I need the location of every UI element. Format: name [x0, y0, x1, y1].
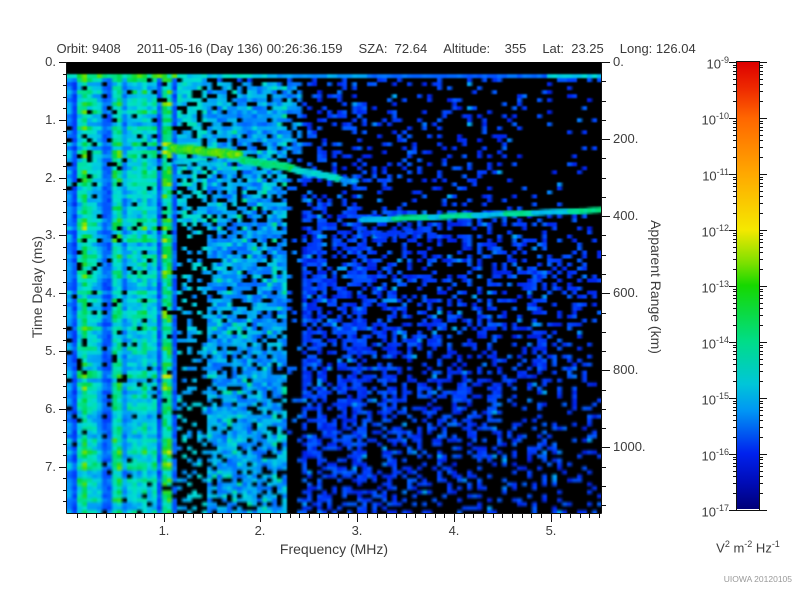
header-orbit: Orbit: 9408: [56, 41, 121, 56]
colorbar-label: 10-17: [701, 503, 729, 520]
y-tick-label: 2.: [45, 170, 56, 185]
header-lat: Lat: 23.25: [542, 41, 604, 56]
colorbar-label: 10-16: [701, 447, 729, 464]
colorbar-gradient: [737, 62, 759, 509]
header-info: Orbit: 9408 2011-05-16 (Day 136) 00:26:36…: [42, 26, 712, 71]
colorbar-label: 10-13: [701, 279, 729, 296]
x-tick-label: 2.: [254, 523, 266, 538]
colorbar-label: 10-9: [706, 55, 729, 72]
right-tick-label: 600.: [613, 285, 639, 300]
right-tick-label: 400.: [613, 208, 639, 223]
y-tick-label: 4.: [45, 285, 56, 300]
header-altitude: Altitude: 355: [443, 41, 527, 56]
right-tick-label: 200.: [613, 131, 639, 146]
header-datetime: 2011-05-16 (Day 136) 00:26:36.159: [136, 41, 343, 56]
x-axis-title: Frequency (MHz): [279, 541, 389, 557]
colorbar-label: 10-15: [701, 391, 729, 408]
x-tick-label: 5.: [545, 523, 557, 538]
colorbar-label: 10-12: [701, 223, 729, 240]
right-axis-title: Apparent Range (km): [648, 220, 664, 354]
y-tick-label: 7.: [45, 459, 56, 474]
colorbar-label: 10-14: [701, 335, 729, 352]
colorbar-unit: V2 m-2 Hz-1: [716, 539, 780, 556]
y-tick-label: 6.: [45, 401, 56, 416]
x-tick-label: 4.: [448, 523, 460, 538]
y-tick-label: 1.: [45, 112, 56, 127]
spectrogram-canvas: [67, 62, 601, 513]
header-sza: SZA: 72.64: [358, 41, 428, 56]
watermark: UIOWA 20120105: [723, 574, 792, 584]
right-tick-label: 800.: [613, 362, 639, 377]
header-long: Long: 126.04: [619, 41, 696, 56]
left-axis-title: Time Delay (ms): [29, 235, 45, 339]
x-tick-label: 1.: [158, 523, 170, 538]
x-tick-label: 3.: [351, 523, 363, 538]
right-tick-label: 0.: [613, 54, 624, 69]
y-tick-label: 3.: [45, 227, 56, 242]
y-tick-label: 0.: [45, 54, 56, 69]
colorbar-label: 10-10: [701, 111, 729, 128]
colorbar-label: 10-11: [702, 167, 729, 184]
y-tick-label: 5.: [45, 343, 56, 358]
right-tick-label: 1000.: [613, 439, 646, 454]
